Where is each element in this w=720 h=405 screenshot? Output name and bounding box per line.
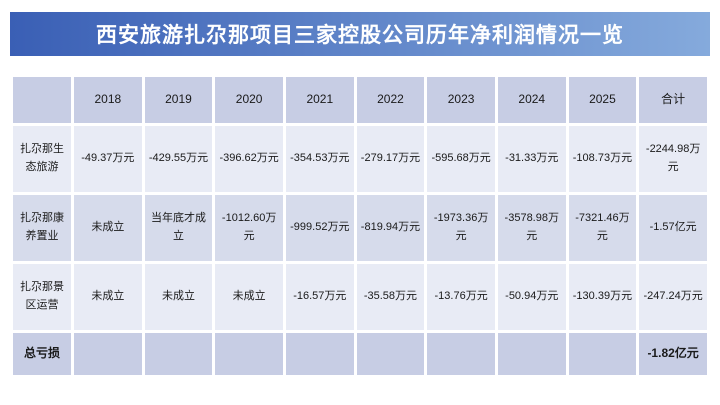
page-title: 西安旅游扎尕那项目三家控股公司历年净利润情况一览 (96, 24, 624, 47)
table-cell: -595.68万元 (431, 152, 491, 165)
table-cell: -31.33万元 (505, 152, 559, 165)
total-loss-value: -1.82亿元 (647, 346, 699, 361)
table-cell (357, 333, 425, 375)
column-header-total: 合计 (661, 92, 686, 107)
table-cell: -1.57亿元 (649, 221, 697, 234)
column-header-2018: 2018 (94, 92, 122, 107)
table-cell: -1973.36万元 (433, 212, 489, 242)
table-cell: -50.94万元 (505, 290, 559, 303)
table-cell: -819.94万元 (360, 221, 421, 234)
table-cell (427, 333, 495, 375)
corner-cell (13, 77, 71, 123)
table-cell (145, 333, 213, 375)
table-cell: -130.39万元 (572, 290, 633, 303)
table-cell (286, 333, 354, 375)
table-cell: 未成立 (91, 221, 125, 234)
table-cell: 未成立 (91, 290, 125, 303)
table-cell: -49.37万元 (81, 152, 135, 165)
table-cell (74, 333, 142, 375)
table-cell: -396.62万元 (219, 152, 279, 165)
title-bar: 西安旅游扎尕那项目三家控股公司历年净利润情况一览 (10, 12, 710, 56)
table-cell: -16.57万元 (293, 290, 347, 303)
table-cell: -108.73万元 (572, 152, 633, 165)
net-profit-table: 2018 2019 2020 2021 2022 2023 2024 2025 … (10, 74, 710, 378)
table-cell: -247.24万元 (643, 290, 703, 303)
table-cell: -3578.98万元 (504, 212, 559, 242)
row-label: 扎尕那生态旅游 (20, 143, 64, 173)
row-label: 扎尕那景区运营 (20, 281, 64, 311)
column-header-2023: 2023 (447, 92, 475, 107)
table-cell: -429.55万元 (148, 152, 209, 165)
table-cell: 当年底才成立 (150, 212, 206, 242)
slide: 西安旅游扎尕那项目三家控股公司历年净利润情况一览 2018 2019 2020 … (0, 12, 720, 405)
column-header-2025: 2025 (589, 92, 616, 107)
column-header-2024: 2024 (518, 92, 546, 107)
row-label: 扎尕那康养置业 (20, 212, 64, 242)
table-cell: 未成立 (161, 290, 195, 303)
total-row-label: 总亏损 (23, 346, 60, 361)
table-row-wellness-realty: 扎尕那康养置业 未成立 当年底才成立 -1012.60万元 -999.52万元 … (13, 195, 707, 261)
table-cell (498, 333, 566, 375)
column-header-2019: 2019 (165, 92, 192, 107)
column-header-2022: 2022 (377, 92, 404, 107)
table-row-total-loss: 总亏损 -1.82亿元 (13, 333, 707, 375)
table-cell: 未成立 (232, 290, 266, 303)
table-cell: -1012.60万元 (221, 212, 277, 242)
table-cell (569, 333, 637, 375)
column-header-2020: 2020 (235, 92, 263, 107)
table-row-eco-tourism: 扎尕那生态旅游 -49.37万元 -429.55万元 -396.62万元 -35… (13, 126, 707, 192)
table-cell: -2244.98万元 (645, 143, 701, 173)
table-cell: -35.58万元 (363, 290, 418, 303)
table-cell: -999.52万元 (290, 221, 350, 234)
column-header-2021: 2021 (306, 92, 334, 107)
table-cell: -279.17万元 (360, 152, 421, 165)
table-header-row: 2018 2019 2020 2021 2022 2023 2024 2025 … (13, 77, 707, 123)
table-cell: -7321.46万元 (575, 212, 630, 242)
table-cell (215, 333, 283, 375)
table-row-scenic-operation: 扎尕那景区运营 未成立 未成立 未成立 -16.57万元 -35.58万元 -1… (13, 264, 707, 330)
table-cell: -13.76万元 (434, 290, 488, 303)
table-cell: -354.53万元 (290, 152, 350, 165)
